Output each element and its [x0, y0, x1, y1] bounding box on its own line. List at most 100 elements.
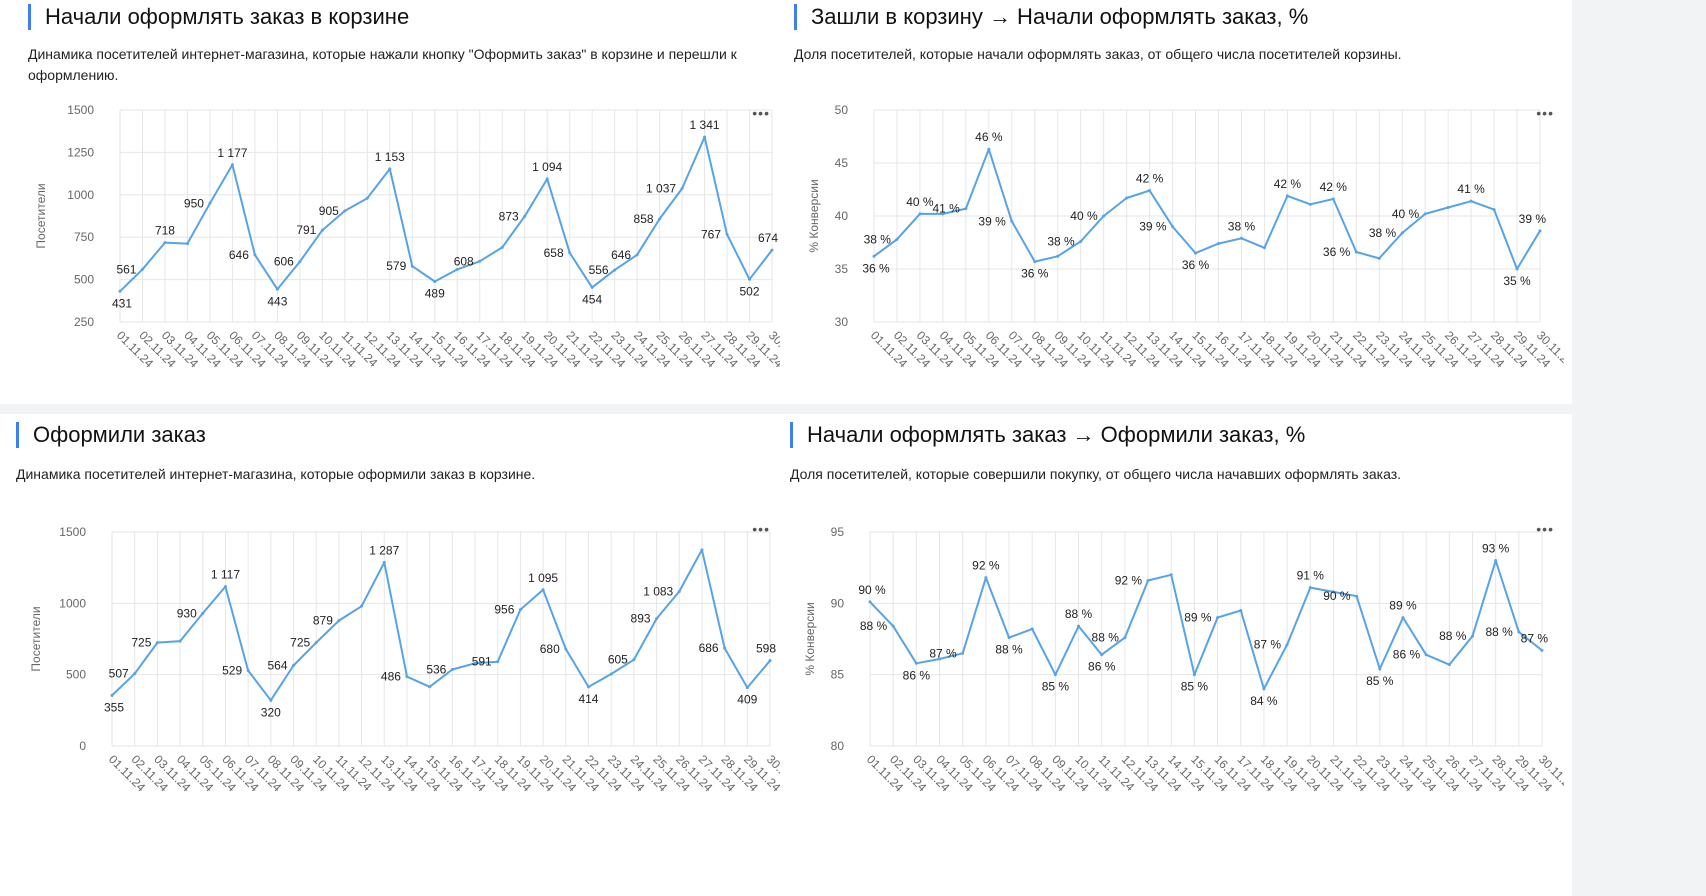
data-label: 93 % [1482, 542, 1510, 556]
panel-description: Доля посетителей, которые начали оформля… [794, 46, 1402, 62]
data-label: 579 [386, 259, 406, 273]
panel-title-wrap: Оформили заказ [16, 422, 206, 448]
chart-menu-icon[interactable]: ••• [1536, 521, 1554, 537]
data-point [1331, 197, 1335, 201]
chart-menu-icon[interactable]: ••• [752, 521, 770, 537]
data-label: 646 [229, 248, 249, 262]
data-point [1100, 653, 1104, 657]
data-label: 680 [540, 642, 560, 656]
data-point [748, 277, 752, 281]
panel-cart-to-checkout-conversion: Зашли в корзину → Начали оформлять заказ… [786, 0, 1572, 404]
chart-menu-icon[interactable]: ••• [1536, 105, 1554, 121]
data-point [700, 548, 704, 552]
y-tick-label: 500 [74, 273, 94, 287]
data-label: 658 [544, 246, 564, 260]
data-point [568, 251, 572, 255]
data-label: 873 [499, 209, 519, 223]
data-point [590, 285, 594, 289]
data-label: 536 [426, 663, 446, 677]
series-line [873, 148, 1541, 270]
data-point [964, 207, 968, 211]
data-point [1515, 267, 1519, 271]
data-label: 561 [116, 262, 136, 276]
data-point [1102, 214, 1106, 218]
data-label: 1 117 [211, 568, 240, 582]
data-label: 1 153 [375, 150, 405, 164]
data-point [360, 604, 364, 608]
data-label: 556 [589, 263, 609, 277]
data-label: 88 % [995, 643, 1023, 657]
data-label: 86 % [903, 668, 931, 682]
data-point [496, 660, 500, 664]
y-tick-label: 95 [831, 525, 845, 539]
data-point [1447, 663, 1451, 667]
data-point [1540, 648, 1544, 652]
data-point [632, 658, 636, 662]
data-point [1331, 590, 1335, 594]
data-point [768, 659, 772, 663]
y-tick-label: 750 [74, 230, 94, 244]
y-tick-label: 0 [79, 739, 86, 753]
data-point [918, 212, 922, 216]
data-point [941, 212, 945, 216]
data-label: 1 177 [217, 146, 247, 160]
data-point [1056, 254, 1060, 258]
title-accent-bar [790, 422, 793, 448]
data-point [343, 209, 347, 213]
data-point [1169, 573, 1173, 577]
chart-card: 30 35 40 45 50% Конверсии 01.11.24 02.11.24 03.… [794, 98, 1564, 398]
panel-title-wrap: Начали оформлять заказ в корзине [28, 4, 409, 30]
data-label: 1 095 [528, 571, 558, 585]
y-tick-label: 45 [835, 156, 849, 170]
data-label: 90 % [1323, 589, 1351, 603]
data-label: 486 [381, 670, 401, 684]
data-label: 950 [184, 196, 204, 210]
data-point [1424, 653, 1428, 657]
data-point [1401, 616, 1405, 620]
data-point [564, 647, 568, 651]
panel-title: Начали оформлять заказ в корзине [45, 4, 410, 29]
data-point [1262, 246, 1266, 250]
data-point [246, 669, 250, 673]
data-point [1194, 251, 1198, 255]
data-point [208, 201, 212, 205]
data-label: 85 % [1042, 680, 1070, 694]
data-point [586, 685, 590, 689]
panel-description: Динамика посетителей интернет-магазина, … [16, 466, 536, 482]
data-point [1262, 687, 1266, 691]
data-label: 86 % [1088, 660, 1116, 674]
data-label: 791 [296, 223, 316, 237]
y-axis-title: Посетители [34, 183, 48, 248]
data-label: 38 % [1047, 234, 1075, 248]
data-point [541, 588, 545, 592]
data-label: 608 [454, 254, 474, 268]
data-label: 1 287 [369, 543, 399, 557]
data-point [163, 241, 167, 245]
data-point [1377, 256, 1381, 260]
data-label: 905 [319, 204, 339, 218]
panel-description: Доля посетителей, которые совершили поку… [790, 466, 1402, 482]
data-label: 92 % [972, 559, 1000, 573]
data-label: 686 [699, 641, 719, 655]
data-point [473, 661, 477, 665]
data-point [298, 260, 302, 264]
data-label: 725 [290, 636, 310, 650]
data-label: 1 341 [690, 118, 720, 132]
data-point [1354, 250, 1358, 254]
data-point [680, 187, 684, 191]
data-label: 90 % [858, 583, 886, 597]
y-axis-title: Посетители [29, 606, 43, 671]
y-tick-label: 1000 [67, 188, 94, 202]
data-label: 36 % [1021, 267, 1049, 281]
data-label: 40 % [1392, 207, 1420, 221]
data-label: 88 % [1065, 607, 1093, 621]
data-point [185, 242, 189, 246]
chart-menu-icon[interactable]: ••• [752, 105, 770, 121]
data-point [987, 147, 991, 151]
y-axis-title: % Конверсии [807, 179, 821, 252]
panel-description: Динамика посетителей интернет-магазина, … [28, 46, 737, 83]
data-point [118, 289, 122, 293]
data-point [1400, 231, 1404, 235]
